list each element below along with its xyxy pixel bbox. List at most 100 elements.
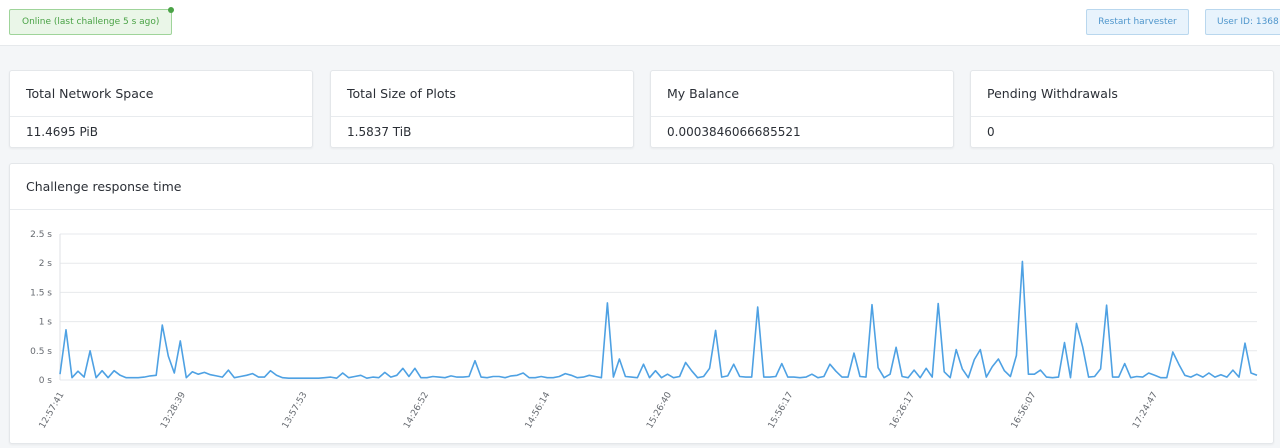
data-point	[119, 374, 121, 376]
data-point	[281, 376, 283, 378]
data-point	[335, 377, 337, 379]
data-point	[1238, 376, 1240, 378]
data-point	[329, 376, 331, 378]
top-bar: Online (last challenge 5 s ago) Restart …	[0, 0, 1280, 46]
chart-title: Challenge response time	[10, 164, 1273, 210]
data-point	[1244, 342, 1246, 344]
data-point	[841, 376, 843, 378]
stat-card-network-space: Total Network Space 11.4695 PiB	[9, 70, 313, 148]
data-point	[624, 375, 626, 377]
data-point	[155, 374, 157, 376]
x-tick-label: 15:26:40	[645, 390, 674, 430]
data-point	[1208, 372, 1210, 374]
x-tick-label: 16:56:07	[1010, 391, 1039, 431]
data-point	[1232, 369, 1234, 371]
data-point	[396, 374, 398, 376]
data-point	[197, 373, 199, 375]
data-point	[1250, 372, 1252, 374]
data-point	[251, 372, 253, 374]
data-point	[907, 376, 909, 378]
data-point	[847, 376, 849, 378]
data-point	[107, 376, 109, 378]
data-point	[660, 376, 662, 378]
data-point	[342, 372, 344, 374]
data-point	[414, 367, 416, 369]
data-point	[937, 302, 939, 304]
data-point	[919, 376, 921, 378]
data-point	[275, 374, 277, 376]
data-point	[444, 376, 446, 378]
data-point	[546, 376, 548, 378]
data-point	[101, 369, 103, 371]
stat-title: My Balance	[651, 71, 953, 117]
data-point	[1051, 376, 1053, 378]
data-point	[805, 376, 807, 378]
restart-harvester-button[interactable]: Restart harvester	[1086, 9, 1189, 35]
data-point	[1220, 374, 1222, 376]
user-id-button[interactable]: User ID: 1368	[1205, 9, 1280, 35]
data-point	[1045, 376, 1047, 378]
data-point	[1111, 376, 1113, 378]
data-point	[853, 352, 855, 354]
data-point	[708, 367, 710, 369]
data-point	[1009, 375, 1011, 377]
data-point	[690, 369, 692, 371]
data-point	[510, 375, 512, 377]
data-point	[131, 376, 133, 378]
data-point	[378, 376, 380, 378]
data-point	[71, 376, 73, 378]
data-point	[474, 360, 476, 362]
data-point	[714, 329, 716, 331]
x-tick-label: 14:26:52	[402, 391, 431, 431]
data-point	[1256, 374, 1258, 376]
data-point	[360, 374, 362, 376]
data-point	[245, 374, 247, 376]
x-tick-label: 13:57:53	[281, 391, 310, 431]
data-point	[185, 376, 187, 378]
x-tick-label: 13:28:39	[159, 390, 188, 430]
data-point	[552, 376, 554, 378]
data-point	[678, 375, 680, 377]
data-point	[799, 376, 801, 378]
data-point	[570, 374, 572, 376]
data-point	[889, 373, 891, 375]
data-point	[137, 376, 139, 378]
data-point	[77, 370, 79, 372]
data-point	[1148, 372, 1150, 374]
data-point	[1135, 375, 1137, 377]
data-point	[961, 368, 963, 370]
data-point	[323, 376, 325, 378]
data-point	[751, 376, 753, 378]
data-point	[420, 376, 422, 378]
data-point	[696, 376, 698, 378]
data-point	[985, 376, 987, 378]
data-point	[654, 369, 656, 371]
data-point	[1057, 376, 1059, 378]
data-point	[588, 374, 590, 376]
data-point	[426, 376, 428, 378]
data-point	[636, 376, 638, 378]
data-point	[763, 376, 765, 378]
data-point	[504, 376, 506, 378]
data-point	[167, 355, 169, 357]
data-point	[606, 302, 608, 304]
challenge-response-chart-card: Challenge response time 0 s 0.5 s 1 s 1.5 s…	[9, 163, 1274, 444]
status-badge: Online (last challenge 5 s ago)	[9, 7, 175, 35]
data-point	[257, 376, 259, 378]
data-point	[305, 377, 307, 379]
data-point	[726, 375, 728, 377]
stat-value: 0	[987, 125, 995, 139]
data-point	[582, 376, 584, 378]
data-point	[745, 376, 747, 378]
data-point	[732, 363, 734, 365]
data-point	[161, 324, 163, 326]
data-point	[967, 376, 969, 378]
data-point	[558, 375, 560, 377]
data-point	[432, 375, 434, 377]
status-dot-icon	[168, 7, 175, 13]
series-line	[59, 260, 1258, 379]
data-point	[1129, 376, 1131, 378]
data-point	[1015, 354, 1017, 356]
data-point	[787, 376, 789, 378]
data-point	[299, 377, 301, 379]
